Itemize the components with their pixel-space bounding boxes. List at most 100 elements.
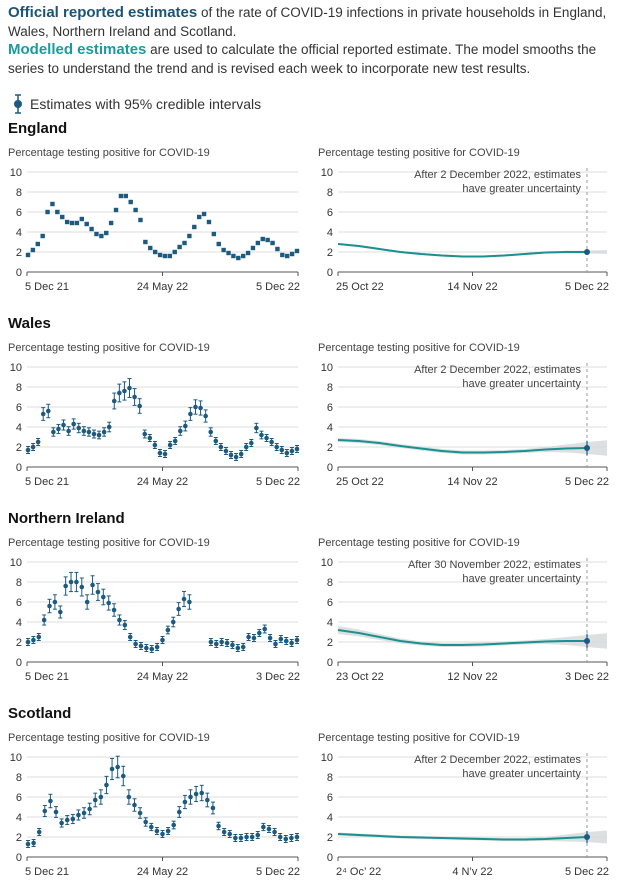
wales-series-ytick-label: 6: [16, 402, 22, 414]
wales-series-point: [188, 411, 193, 417]
england-series-ytick-label: 6: [16, 207, 22, 219]
england-series-point: [201, 211, 207, 217]
england-series-point: [250, 245, 256, 251]
england-series-point: [157, 252, 163, 258]
northern-ireland-model-model-line: [337, 629, 587, 646]
northern-ireland-model-annotation-line1: After 30 November 2022, estimates: [408, 559, 582, 571]
modelled-estimates-text: are used to calculate the official repor…: [8, 42, 597, 76]
scotland-series-point: [255, 832, 261, 838]
scotland-series-point: [177, 809, 182, 815]
england-series-ylabel: Percentage testing positive for COVID-19: [8, 147, 210, 159]
england-series-point: [64, 219, 70, 225]
wales-series-point: [233, 454, 239, 460]
scotland-series-ytick-label: 0: [16, 852, 22, 864]
official-estimates-text: of the rate of COVID-19 infections in pr…: [8, 5, 607, 39]
northern-ireland-series-ytick-label: 10: [10, 557, 22, 569]
scotland-model-ylabel: Percentage testing positive for COVID-19: [318, 732, 520, 744]
england-series-point: [89, 226, 94, 232]
england-series-point: [108, 220, 114, 226]
england-model-annotation-line1: After 2 December 2022, estimates: [414, 169, 581, 181]
wales-series-point: [35, 439, 41, 445]
northern-ireland-series-point: [79, 584, 85, 590]
wales-series-point: [101, 429, 107, 435]
scotland-series-point: [70, 816, 76, 822]
northern-ireland-model-ytick-label: 4: [327, 617, 333, 629]
wales-series-point: [243, 444, 249, 450]
scotland-series-point: [171, 822, 177, 828]
region-title-northern-ireland: Northern Ireland: [8, 510, 125, 527]
northern-ireland-series-point: [106, 600, 111, 606]
scotland-series-point: [244, 834, 249, 840]
northern-ireland-series-point: [289, 640, 294, 646]
legend-label: Estimates with 95% credible intervals: [30, 96, 262, 112]
england-series-point: [172, 249, 177, 255]
wales-model-annotation-line1: After 2 December 2022, estimates: [414, 364, 581, 376]
england-series-point: [104, 230, 109, 236]
wales-series-point: [162, 451, 168, 457]
england-series-point: [192, 224, 197, 230]
wales-series-point: [117, 390, 122, 396]
scotland-series-point: [148, 824, 154, 830]
wales-series-ytick-label: 0: [16, 462, 22, 474]
northern-ireland-series-point: [273, 641, 278, 647]
england-series-point: [99, 233, 104, 239]
wales-model-model-line: [337, 439, 588, 454]
northern-ireland-model-endpoint: [584, 638, 590, 644]
northern-ireland-series-point: [235, 645, 241, 651]
northern-ireland-series-point: [278, 636, 284, 642]
wales-series-xtick-label: 5 Dec 22: [256, 476, 300, 488]
wales-series-point: [111, 398, 117, 404]
northern-ireland-series-point: [219, 639, 224, 645]
wales-series-point: [264, 435, 269, 441]
northern-ireland-series-point: [224, 640, 230, 646]
scotland-series-xtick-label: 24 May 22: [137, 866, 188, 878]
northern-ireland-series-point: [187, 599, 192, 605]
scotland-series-ytick-label: 6: [16, 792, 22, 804]
england-series-point: [128, 199, 133, 205]
england-series-point: [280, 252, 285, 258]
northern-ireland-model-ytick-label: 0: [327, 657, 333, 669]
wales-model-xtick-label: 14 Nov 22: [447, 476, 497, 488]
scotland-model-ytick-label: 0: [327, 852, 333, 864]
northern-ireland-series-point: [246, 634, 251, 640]
northern-ireland-series-point: [68, 579, 74, 585]
wales-series-point: [177, 428, 183, 434]
england-series-point: [133, 207, 138, 213]
wales-series-point: [122, 388, 127, 394]
scotland-series-point: [277, 834, 283, 840]
scotland-series-point: [272, 829, 277, 835]
england-series-point: [30, 247, 36, 253]
scotland-series-point: [205, 797, 210, 803]
wales-series-point: [157, 450, 163, 456]
scotland-series-point: [227, 831, 233, 837]
wales-model-ylabel: Percentage testing positive for COVID-19: [318, 342, 520, 354]
scotland-series-ytick-label: 10: [10, 752, 22, 764]
england-model-endpoint: [584, 249, 590, 255]
northern-ireland-model-ytick-label: 10: [321, 557, 333, 569]
modelled-estimates-title: Modelled estimates: [8, 41, 147, 58]
england-series-point: [50, 201, 55, 207]
england-model-annotation-line2: have greater uncertainty: [462, 183, 581, 195]
england-series-point: [260, 236, 265, 242]
england-series-point: [74, 220, 80, 226]
scotland-series-point: [289, 835, 294, 841]
northern-ireland-series-point: [160, 637, 165, 643]
england-series-point: [152, 249, 158, 255]
wales-series-point: [66, 428, 71, 434]
wales-model-ytick-label: 2: [327, 442, 333, 454]
england-series-point: [148, 245, 153, 251]
wales-series-point: [198, 405, 203, 411]
scotland-series-point: [115, 764, 120, 770]
england-model-ytick-label: 0: [327, 267, 333, 279]
northern-ireland-series-point: [47, 603, 52, 609]
northern-ireland-series-point: [262, 626, 268, 632]
wales-series-xtick-label: 5 Dec 21: [25, 476, 69, 488]
wales-series-point: [213, 438, 219, 444]
scotland-series-point: [199, 790, 205, 796]
northern-ireland-series-ytick-label: 0: [16, 657, 22, 669]
scotland-series-point: [42, 808, 48, 814]
scotland-series-point: [132, 802, 137, 808]
northern-ireland-series-point: [63, 583, 68, 589]
wales-series-point: [203, 413, 208, 419]
scotland-series-point: [143, 819, 148, 825]
